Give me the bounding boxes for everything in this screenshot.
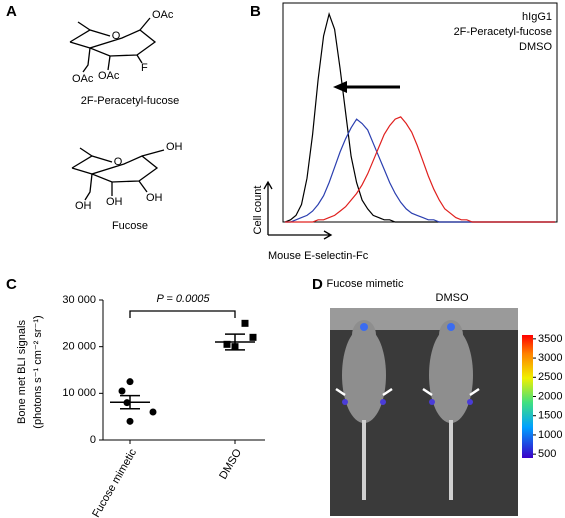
caption: Fucose xyxy=(112,220,148,232)
point xyxy=(241,319,249,327)
group-label: DMSO xyxy=(436,292,469,304)
arrows xyxy=(335,387,480,397)
atom: F xyxy=(141,62,148,74)
colorbar-label: 3000 xyxy=(538,352,562,364)
y-axis-label: (photons s⁻¹ cm⁻² sr⁻¹) xyxy=(32,315,44,428)
y-axis-label: Bone met BLI signals xyxy=(16,320,28,424)
colorbar-label: 2500 xyxy=(538,371,562,383)
colorbar-label: 500 xyxy=(538,448,556,460)
panel-label: A xyxy=(6,3,17,20)
histogram-line xyxy=(285,116,555,223)
y-tick-label: 30 000 xyxy=(62,294,96,306)
point xyxy=(149,408,157,416)
atom: OH xyxy=(106,196,123,208)
legend-entry: hIgG1 xyxy=(522,11,552,23)
histogram-line xyxy=(285,118,555,223)
colorbar-label: 2000 xyxy=(538,390,562,402)
x-tick-label: DMSO xyxy=(217,447,244,482)
y-tick-label: 0 xyxy=(90,434,96,446)
atom: OAc xyxy=(98,70,120,82)
colorbar-label: 1500 xyxy=(538,410,562,422)
atom: O xyxy=(114,156,123,168)
atom: OAc xyxy=(152,9,174,21)
legend-entry: DMSO xyxy=(519,41,552,53)
point xyxy=(223,340,231,348)
point xyxy=(249,333,257,341)
colorbar xyxy=(522,335,533,458)
panel-label: B xyxy=(250,3,261,20)
structure: O OAc F OAc OAc 2F-Peracetyl-fucose xyxy=(69,9,179,107)
panel-label: C xyxy=(6,276,17,293)
x-tick-label: Fucose mimetic xyxy=(90,447,139,518)
holder xyxy=(330,308,518,330)
point xyxy=(118,387,126,395)
shift-arrowhead xyxy=(333,81,347,93)
legend-entry: 2F-Peracetyl-fucose xyxy=(454,26,552,38)
y-tick-label: 20 000 xyxy=(62,341,96,353)
significance-bracket xyxy=(129,310,236,318)
panel-label: D xyxy=(312,276,323,293)
atom: O xyxy=(112,30,121,42)
atom: OH xyxy=(146,192,163,204)
colorbar-label: 3500 xyxy=(538,333,562,345)
caption: 2F-Peracetyl-fucose xyxy=(81,95,179,107)
bonds xyxy=(79,147,165,201)
mice xyxy=(342,320,473,500)
point xyxy=(126,378,134,386)
annotation: P = 0.0005 xyxy=(156,293,210,305)
y-axis-label: Cell count xyxy=(252,186,264,235)
group-label: Fucose mimetic xyxy=(326,278,404,290)
x-axis-label: Mouse E-selectin-Fc xyxy=(268,250,369,262)
atom: OH xyxy=(75,200,92,212)
atom: OAc xyxy=(72,73,94,85)
colorbar-label: 1000 xyxy=(538,429,562,441)
bonds xyxy=(77,17,151,73)
atom: OH xyxy=(166,141,183,153)
structure: O OH OH OH OH Fucose xyxy=(71,141,183,232)
y-tick-label: 10 000 xyxy=(62,387,96,399)
axis-arrows xyxy=(263,180,333,240)
point xyxy=(126,417,134,425)
